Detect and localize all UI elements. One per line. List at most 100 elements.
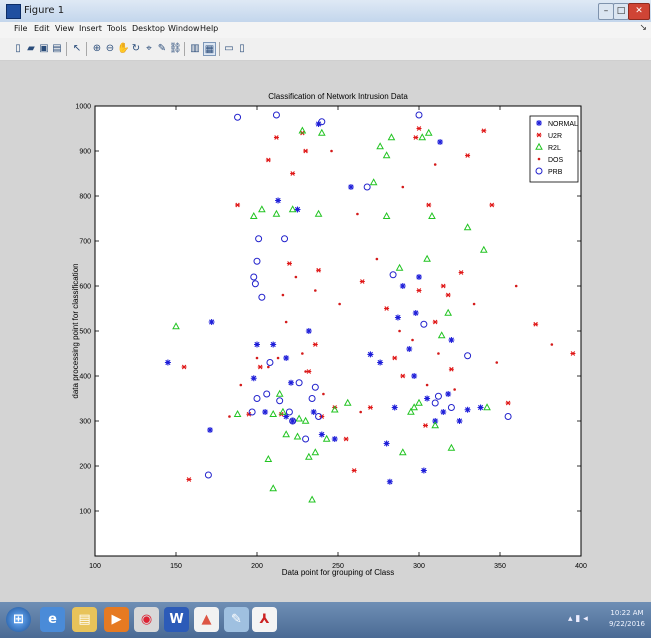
explorer-icon[interactable]: ▤: [72, 607, 97, 632]
menu-window[interactable]: Window: [168, 24, 200, 33]
brush-icon[interactable]: ✎: [157, 43, 167, 54]
data-point-prb: [464, 352, 472, 360]
data-point-normal: [318, 431, 325, 438]
data-point-prb: [272, 111, 280, 119]
data-point-u2r: [316, 267, 322, 273]
data-point-r2l: [301, 416, 310, 424]
legend[interactable]: NORMAL U2R R2L DOS PRB: [529, 115, 579, 183]
data-point-normal: [331, 436, 338, 442]
series-normal: [164, 121, 484, 485]
pointer-icon[interactable]: ↖: [72, 43, 82, 54]
data-point-dos: [294, 275, 298, 279]
zoom-out-icon[interactable]: ⊖: [105, 43, 115, 54]
data-point-dos: [304, 370, 307, 373]
pdf-icon[interactable]: ⅄: [252, 607, 277, 632]
menu-insert[interactable]: Insert: [79, 24, 102, 33]
data-point-u2r: [465, 153, 471, 158]
data-point-normal: [464, 406, 471, 413]
y-tick-label: 400: [79, 374, 91, 381]
data-point-u2r: [343, 436, 349, 442]
data-point-normal: [289, 418, 296, 424]
show-tools-icon[interactable]: ▯: [239, 43, 245, 54]
menu-dock-arrow-icon[interactable]: ↘: [639, 23, 647, 33]
data-point-r2l: [428, 212, 436, 219]
data-point-r2l: [275, 389, 284, 397]
word-icon[interactable]: W: [164, 607, 189, 632]
menu-view[interactable]: View: [55, 24, 74, 33]
paint-icon[interactable]: ✎: [224, 607, 249, 632]
data-point-u2r: [384, 306, 390, 311]
data-point-dos: [322, 392, 325, 396]
ie-icon[interactable]: e: [40, 607, 65, 632]
hide-tools-icon[interactable]: ▭: [224, 43, 234, 54]
rotate-icon[interactable]: ↻: [131, 43, 141, 54]
print-icon[interactable]: ▤: [52, 43, 62, 54]
data-point-u2r: [400, 373, 406, 379]
data-cursor-icon[interactable]: ⌖: [146, 43, 152, 54]
data-point-u2r: [235, 202, 241, 208]
figure-canvas: Classification of Network Intrusion Data…: [0, 61, 651, 602]
minimize-button[interactable]: –: [598, 3, 614, 20]
data-point-r2l: [437, 331, 446, 339]
y-axis-label: data processing point for classification: [71, 263, 80, 398]
data-point-dos: [284, 320, 288, 324]
data-point-prb: [389, 271, 397, 279]
pan-icon[interactable]: ✋: [117, 43, 130, 54]
data-point-prb: [255, 235, 263, 243]
legend-marker-u2r: [536, 132, 542, 138]
menu-edit[interactable]: Edit: [34, 24, 50, 33]
data-point-normal: [445, 391, 452, 397]
data-point-normal: [315, 121, 322, 127]
legend-label-normal: NORMAL: [548, 121, 578, 128]
data-point-dos: [375, 257, 379, 261]
system-tray-icons[interactable]: ▴ ▮ ◂: [568, 614, 588, 624]
data-point-r2l: [447, 443, 456, 451]
data-point-prb: [415, 111, 423, 119]
chrome-icon[interactable]: ◉: [134, 607, 159, 632]
data-point-u2r: [440, 283, 446, 289]
data-point-dos: [276, 356, 280, 360]
data-point-r2l: [369, 178, 378, 186]
clock-time: 10:22 AM: [610, 609, 644, 617]
figure-toolbar: ▯ ▰ ▣ ▤ ↖ ⊕ ⊖ ✋ ↻ ⌖ ✎ ⛓ ▥ ▦ ▭ ▯: [0, 38, 651, 61]
series-prb: [204, 111, 512, 479]
menu-desktop[interactable]: Desktop: [132, 24, 165, 33]
data-point-normal: [420, 467, 427, 474]
y-tick-label: 100: [79, 509, 91, 516]
data-point-u2r: [416, 126, 422, 131]
data-point-prb: [447, 404, 455, 411]
data-point-u2r: [312, 342, 318, 347]
open-icon[interactable]: ▰: [27, 43, 35, 54]
data-point-normal: [386, 478, 393, 485]
save-icon[interactable]: ▣: [39, 43, 49, 54]
close-button[interactable]: ✕: [628, 3, 650, 20]
legend-icon[interactable]: ▦: [203, 42, 216, 56]
x-tick-label: 100: [89, 563, 101, 570]
data-point-u2r: [489, 202, 495, 208]
data-point-dos: [255, 356, 259, 360]
menu-file[interactable]: File: [14, 24, 28, 33]
data-point-prb: [248, 408, 256, 416]
data-point-prb: [315, 413, 323, 420]
data-point-normal: [208, 319, 215, 325]
clock[interactable]: 10:22 AM 9/22/2016: [607, 608, 647, 630]
menu-tools[interactable]: Tools: [107, 24, 127, 33]
scatter-plot[interactable]: Classification of Network Intrusion Data…: [0, 61, 651, 602]
media-icon[interactable]: ▶: [104, 607, 129, 632]
zoom-in-icon[interactable]: ⊕: [92, 43, 102, 54]
data-point-prb: [281, 235, 289, 243]
data-point-r2l: [288, 205, 297, 213]
data-point-normal: [406, 346, 413, 352]
link-icon[interactable]: ⛓: [169, 43, 182, 54]
data-points: [164, 111, 576, 503]
start-orb-icon[interactable]: ⊞: [6, 607, 31, 632]
maximize-button[interactable]: □: [613, 3, 629, 20]
colorbar-icon[interactable]: ▥: [190, 43, 200, 54]
data-point-u2r: [533, 321, 539, 327]
new-figure-icon[interactable]: ▯: [15, 43, 21, 54]
data-point-r2l: [264, 455, 273, 462]
menu-help[interactable]: Help: [200, 24, 219, 33]
matlab-icon[interactable]: ▲: [194, 607, 219, 632]
data-point-r2l: [322, 434, 331, 442]
x-tick-label: 150: [170, 563, 182, 570]
